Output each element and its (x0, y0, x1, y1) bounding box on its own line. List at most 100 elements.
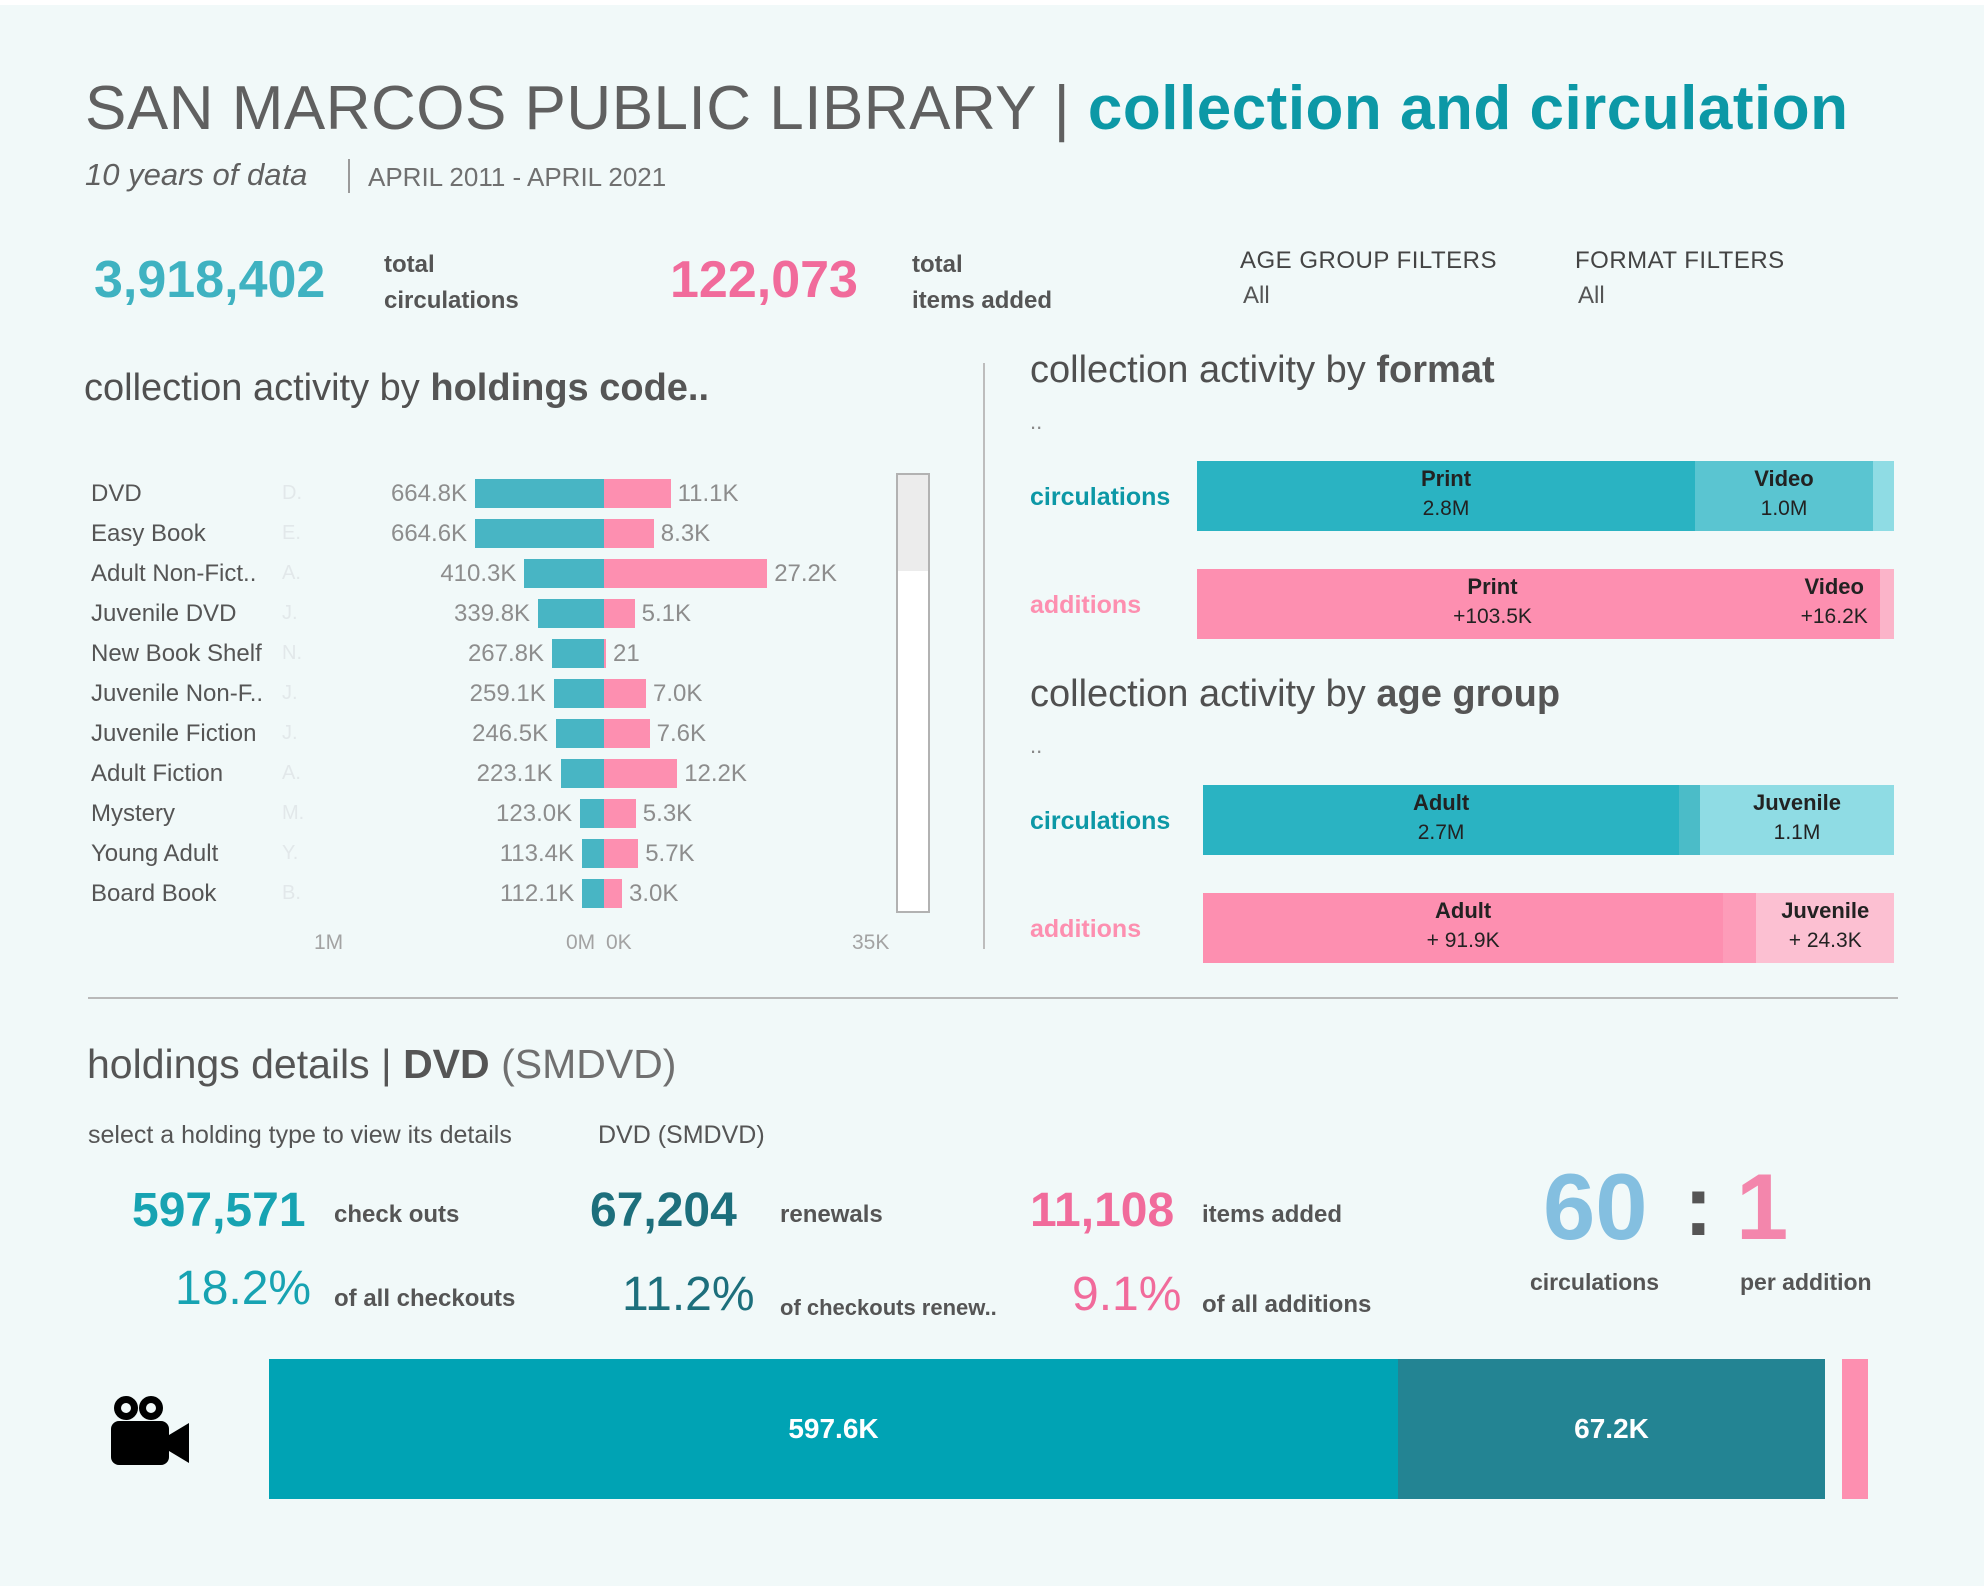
holding-category-code: D. (282, 481, 302, 504)
axis-tick-left: 1M (314, 931, 344, 954)
holding-category-label: Mystery (91, 799, 175, 827)
segment-value: +16.2K (1800, 605, 1868, 628)
total-circulations-value: 3,918,402 (94, 251, 326, 309)
stacked-segment (1872, 461, 1894, 531)
format-filter[interactable]: All (1578, 282, 1605, 309)
holding-category-label: Juvenile Fiction (91, 719, 257, 747)
segment-value: 2.7M (1417, 821, 1465, 844)
detail-segment-value: 597.6K (788, 1413, 879, 1444)
segment-value: 1.1M (1773, 821, 1821, 844)
ratio-colon: : (1684, 1158, 1713, 1254)
title-separator: | (1053, 74, 1071, 143)
holding-category-label: Juvenile Non-F.. (91, 679, 264, 707)
circulation-bar (552, 639, 604, 668)
scrollbar-thumb[interactable] (898, 475, 928, 571)
segment-name: Print (1467, 574, 1518, 599)
stacked-segment: Print 2.8M (1197, 461, 1696, 531)
kpi-label-line: circulations (384, 287, 519, 314)
vertical-divider (983, 363, 985, 949)
video-camera-icon (111, 1396, 189, 1465)
circulation-bar (475, 519, 604, 548)
detail-bar-segment: 597.6K (269, 1359, 1398, 1499)
axis-tick-right: 0K (606, 931, 632, 954)
renewals-percent: 11.2% (622, 1268, 755, 1321)
circulation-bar (475, 479, 604, 508)
addition-value-label: 8.3K (660, 519, 711, 547)
addition-bar (604, 559, 768, 588)
holding-category-label: Adult Fiction (91, 759, 224, 787)
circulation-value-label: 112.1K (499, 879, 575, 907)
circulation-bar (580, 799, 604, 828)
section-title-bold: age group (1376, 673, 1561, 715)
segment-name: Juvenile (1781, 898, 1870, 923)
holdings-scrollbar[interactable] (896, 473, 930, 913)
circulation-value-label: 664.8K (390, 479, 468, 507)
addition-bar (604, 519, 654, 548)
circulation-value-label: 113.4K (499, 839, 574, 867)
total-circulations-label: total circulations (384, 247, 554, 319)
checkouts-value: 597,571 (132, 1184, 306, 1237)
addition-bar (604, 799, 636, 828)
stacked-bar-row: Adult 2.7M Juvenile 1.1M (1203, 785, 1894, 855)
addition-bar (604, 679, 646, 708)
holding-category-label: Easy Book (91, 519, 206, 547)
holding-category-code: Y. (282, 841, 299, 864)
addition-value-label: 3.0K (629, 879, 679, 907)
section-title-prefix: collection activity by (1030, 349, 1377, 391)
holdings-code-title: collection activity by holdings code.. (84, 367, 709, 410)
age-group-title: collection activity by age group (1030, 673, 1560, 716)
circulation-value-label: 246.5K (472, 719, 549, 747)
total-added-label: total items added (912, 247, 1082, 319)
addition-bar (604, 639, 606, 668)
circulation-value-label: 223.1K (476, 759, 553, 787)
renewals-label: renewals (780, 1201, 883, 1228)
selected-holding[interactable]: DVD (SMDVD) (598, 1121, 765, 1149)
addition-value-label: 7.6K (656, 719, 706, 747)
date-range: APRIL 2011 - APRIL 2021 (368, 162, 667, 192)
holding-category-code: J. (282, 721, 298, 744)
horizontal-divider (88, 997, 1898, 999)
total-added-value: 122,073 (670, 251, 858, 309)
circulation-bar (538, 599, 604, 628)
holding-category-code: E. (282, 521, 301, 544)
circulation-bar (556, 719, 604, 748)
holding-category-code: A. (282, 561, 301, 584)
circulation-bar (524, 559, 604, 588)
checkouts-label: check outs (334, 1201, 460, 1228)
circulation-bar (560, 759, 604, 788)
detail-title-bold: DVD (403, 1041, 490, 1087)
kpi-label-line: items added (912, 287, 1053, 314)
circulation-bar (582, 839, 604, 868)
holdings-details-title: holdings details | DVD (SMDVD) (87, 1041, 676, 1088)
segment-value: 1.0M (1760, 497, 1808, 520)
circulation-value-label: 410.3K (440, 559, 517, 587)
axis-tick-left: 0M (566, 931, 596, 954)
age-group-filter-title: AGE GROUP FILTERS (1240, 247, 1497, 274)
addition-value-label: 5.3K (642, 799, 693, 827)
age-group-filter[interactable]: All (1243, 282, 1270, 309)
segment-name: Juvenile (1752, 790, 1842, 815)
addition-bar (604, 599, 635, 628)
detail-title-code: (SMDVD) (501, 1041, 677, 1087)
holding-category-code: B. (282, 881, 301, 904)
addition-value-label: 21 (613, 639, 640, 667)
subtitle: 10 years of data (85, 157, 308, 192)
segment-name: Adult (1412, 790, 1470, 815)
stacked-segment: Juvenile 1.1M (1700, 785, 1894, 855)
holding-category-label: Board Book (91, 879, 217, 907)
segment-value: + 91.9K (1426, 929, 1500, 952)
stacked-segment (1679, 785, 1700, 855)
addition-bar (604, 839, 639, 868)
subtitle-divider (348, 159, 350, 193)
addition-value-label: 11.1K (677, 479, 739, 507)
detail-bar-segment (1842, 1359, 1868, 1499)
age-circulations-label: circulations (1030, 807, 1171, 835)
section-title-prefix: collection activity by (1030, 673, 1377, 715)
stacked-bar-row: Print +103.5K Video +16.2K (1197, 569, 1894, 639)
addition-bar (604, 479, 671, 508)
section-title-bold: holdings code.. (430, 367, 710, 409)
segment-name: Video (1754, 466, 1814, 491)
kpi-label-line: total (384, 251, 435, 278)
select-holding-instruction: select a holding type to view its detail… (88, 1121, 512, 1149)
ratio-circulations-label: circulations (1530, 1269, 1660, 1295)
